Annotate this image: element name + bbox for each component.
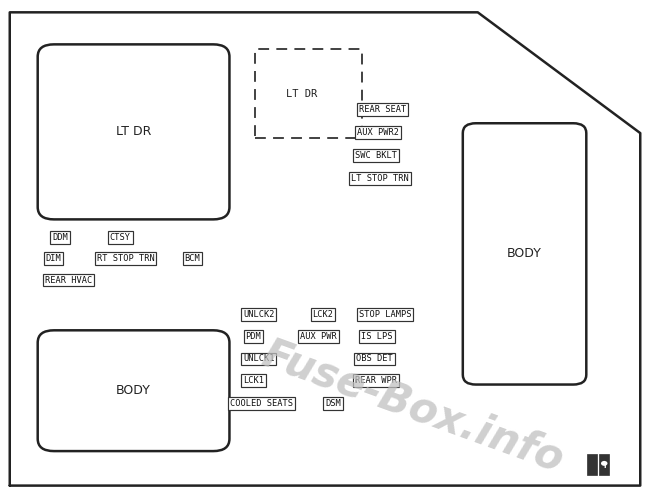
Text: LCK2: LCK2 xyxy=(313,310,333,319)
Text: BCM: BCM xyxy=(185,254,200,263)
Text: DDM: DDM xyxy=(52,233,68,242)
Text: LT DR: LT DR xyxy=(286,89,318,99)
Text: i: i xyxy=(603,463,606,469)
Text: IS LPS: IS LPS xyxy=(361,332,393,341)
Bar xyxy=(586,454,597,475)
Text: Fuse-Box.info: Fuse-Box.info xyxy=(256,333,569,481)
Bar xyxy=(599,454,610,475)
Text: AUX PWR: AUX PWR xyxy=(300,332,337,341)
Text: PDM: PDM xyxy=(246,332,261,341)
Text: UNLCK2: UNLCK2 xyxy=(243,310,274,319)
Text: REAR WPR: REAR WPR xyxy=(355,376,396,385)
Text: STOP LAMPS: STOP LAMPS xyxy=(359,310,411,319)
Text: BODY: BODY xyxy=(507,247,542,260)
Text: REAR HVAC: REAR HVAC xyxy=(45,276,92,284)
Text: OBS DET: OBS DET xyxy=(356,354,393,363)
FancyBboxPatch shape xyxy=(38,330,229,451)
Text: UNLCK1: UNLCK1 xyxy=(243,354,274,363)
Text: RT STOP TRN: RT STOP TRN xyxy=(97,254,154,263)
Text: DSM: DSM xyxy=(325,399,341,408)
Text: REAR SEAT: REAR SEAT xyxy=(359,105,406,114)
Text: LT DR: LT DR xyxy=(116,125,151,139)
Bar xyxy=(255,49,362,138)
Text: COOLED SEATS: COOLED SEATS xyxy=(230,399,292,408)
Text: DIM: DIM xyxy=(46,254,61,263)
FancyBboxPatch shape xyxy=(463,123,586,385)
Circle shape xyxy=(601,461,608,466)
Text: BODY: BODY xyxy=(116,384,151,397)
Text: SWC BKLT: SWC BKLT xyxy=(355,151,396,160)
Text: LT STOP TRN: LT STOP TRN xyxy=(352,174,409,183)
Text: AUX PWR2: AUX PWR2 xyxy=(358,128,399,137)
Text: CTSY: CTSY xyxy=(110,233,131,242)
FancyBboxPatch shape xyxy=(38,44,229,219)
Text: LCK1: LCK1 xyxy=(243,376,264,385)
